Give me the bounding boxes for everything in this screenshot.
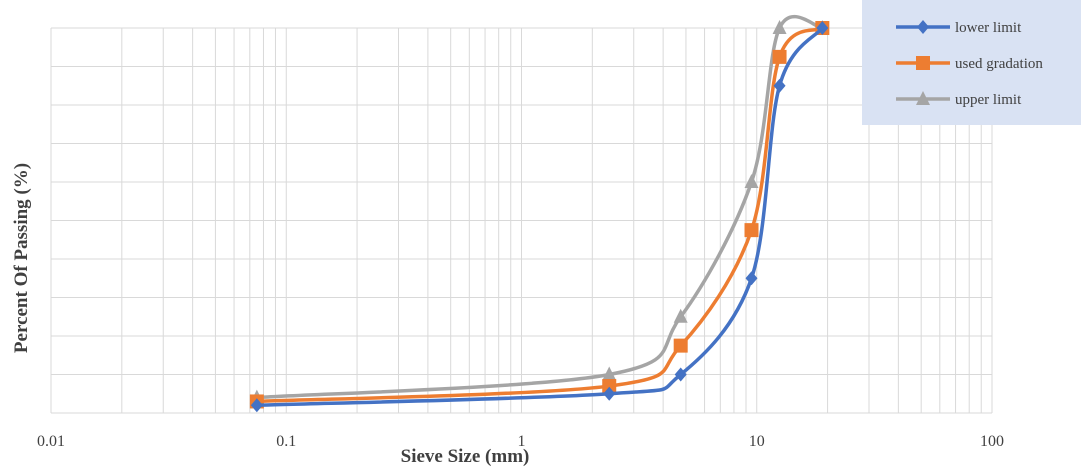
data-point: [602, 366, 617, 381]
data-point: [744, 223, 759, 238]
grid-lines: [50, 27, 993, 414]
x-tick-label: 10: [749, 433, 765, 450]
data-point: [602, 379, 617, 394]
data-point: [772, 20, 787, 34]
series-lower-limit: [250, 21, 829, 413]
legend-label: upper limit: [955, 92, 1022, 108]
x-axis-title: Sieve Size (mm): [401, 446, 530, 467]
data-point: [250, 398, 263, 413]
legend-item: upper limit: [896, 91, 1022, 108]
legend-marker: [917, 20, 929, 34]
data-point: [772, 49, 787, 64]
series-layer: [249, 14, 830, 413]
x-tick-label: 1: [518, 433, 526, 450]
x-tick-label: 0.1: [276, 433, 296, 450]
data-point: [744, 174, 759, 188]
x-tick-label: 100: [980, 433, 1004, 450]
legend-items: lower limit used gradation upper limit: [896, 20, 1043, 108]
data-point: [773, 78, 786, 93]
y-axis-title: Percent Of Passing (%): [11, 163, 32, 353]
data-point: [603, 386, 616, 401]
x-tick-labels: 0.01 0.1 1 10 100: [37, 433, 1004, 450]
data-point: [673, 338, 688, 353]
legend-marker: [916, 56, 930, 70]
data-point: [673, 308, 688, 323]
legend-item: lower limit: [896, 20, 1022, 36]
data-point: [674, 367, 687, 382]
legend-marker: [916, 91, 930, 105]
series-line: [256, 26, 824, 408]
data-point: [816, 21, 829, 35]
legend-item: used gradation: [896, 56, 1043, 72]
legend-label: used gradation: [955, 56, 1043, 72]
legend: lower limit used gradation upper limit: [862, 0, 1081, 125]
data-point: [745, 271, 758, 286]
x-tick-label: 0.01: [37, 433, 65, 450]
legend-label: lower limit: [955, 20, 1022, 36]
